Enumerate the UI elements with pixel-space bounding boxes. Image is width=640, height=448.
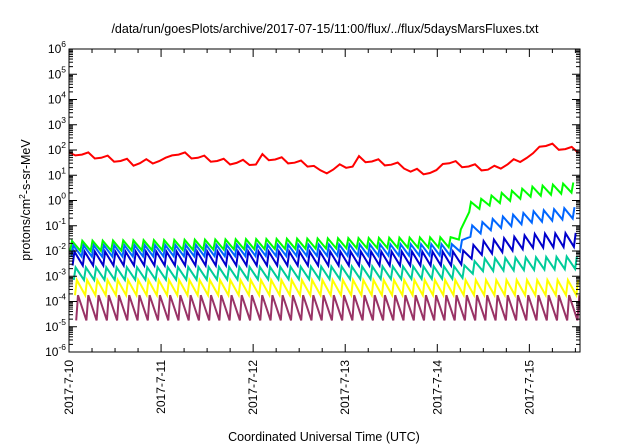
series-layer (68, 142, 581, 321)
x-tick-label: 2017-7-12 (246, 360, 260, 415)
svg-text:protons/cm2-s-sr-MeV: protons/cm2-s-sr-MeV (17, 139, 33, 261)
tick-layer: 10-610-510-410-310-210-11001011021031041… (45, 39, 580, 415)
y-tick-label: 10-5 (45, 317, 66, 334)
series-line (75, 294, 581, 321)
y-tick-exponent: 6 (61, 39, 66, 49)
y-axis-label-main: protons/cm (19, 199, 33, 261)
y-tick-exponent: 1 (61, 165, 66, 175)
y-tick-base: 10 (45, 219, 59, 233)
y-tick-base: 10 (48, 93, 62, 107)
y-tick-label: 104 (48, 90, 66, 107)
y-tick-exponent: 4 (61, 90, 66, 100)
y-tick-exponent: 5 (61, 64, 66, 74)
y-tick-base: 10 (45, 345, 59, 359)
plot-frame (68, 48, 581, 353)
y-tick-base: 10 (48, 118, 62, 132)
y-tick-label: 10-3 (45, 266, 66, 283)
y-tick-base: 10 (48, 143, 62, 157)
series-line (71, 230, 577, 269)
y-tick-label: 10-2 (45, 241, 66, 258)
y-tick-base: 10 (48, 194, 62, 208)
y-tick-exponent: 3 (61, 115, 66, 125)
y-tick-label: 10-1 (45, 216, 66, 233)
y-tick-exponent: -3 (58, 266, 66, 276)
chart-title: /data/run/goesPlots/archive/2017-07-15/1… (111, 22, 539, 36)
y-tick-label: 101 (48, 165, 66, 182)
y-axis-label: protons/cm2-s-sr-MeV (17, 139, 33, 261)
series-line (68, 142, 579, 176)
series-line (69, 181, 575, 254)
series-line (72, 253, 578, 283)
y-tick-label: 105 (48, 64, 66, 81)
series-line (70, 205, 576, 260)
y-tick-label: 10-4 (45, 292, 66, 309)
x-tick-label: 2017-7-15 (522, 360, 536, 415)
y-tick-base: 10 (48, 42, 62, 56)
series-line (74, 276, 580, 299)
y-tick-exponent: 2 (61, 140, 66, 150)
y-tick-exponent: -6 (58, 342, 66, 352)
y-tick-base: 10 (45, 320, 59, 334)
y-tick-label: 106 (48, 39, 66, 56)
x-axis-label: Coordinated Universal Time (UTC) (228, 430, 420, 444)
x-tick-label: 2017-7-10 (62, 360, 76, 415)
x-tick-label: 2017-7-11 (154, 360, 168, 414)
y-tick-exponent: -5 (58, 317, 66, 327)
y-tick-label: 102 (48, 140, 66, 157)
y-tick-label: 100 (48, 191, 66, 208)
y-tick-base: 10 (45, 295, 59, 309)
y-tick-base: 10 (45, 244, 59, 258)
y-tick-exponent: -1 (58, 216, 66, 226)
y-tick-exponent: -2 (58, 241, 66, 251)
y-tick-exponent: 0 (61, 191, 66, 201)
x-tick-label: 2017-7-14 (430, 360, 444, 415)
y-tick-base: 10 (45, 269, 59, 283)
y-axis-label-units: -s-sr-MeV (19, 139, 33, 195)
y-tick-label: 10-6 (45, 342, 66, 359)
y-tick-exponent: -4 (58, 292, 66, 302)
y-tick-base: 10 (48, 168, 62, 182)
y-tick-label: 103 (48, 115, 66, 132)
y-axis-label-superscript: 2 (17, 194, 27, 199)
y-tick-base: 10 (48, 67, 62, 81)
x-tick-label: 2017-7-13 (338, 360, 352, 415)
